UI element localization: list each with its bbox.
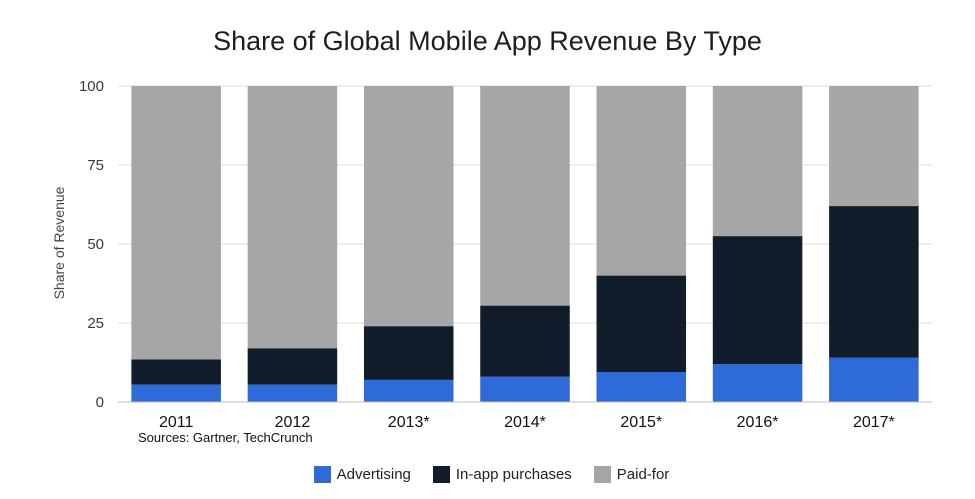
bar-in-app-purchases-2012 (247, 348, 338, 385)
bar-paid-for-2017 (829, 86, 919, 207)
legend-item-in-app-purchases: In-app purchases (432, 466, 572, 483)
x-tick-label: 2017* (853, 414, 895, 431)
x-tick-label: 2015* (620, 414, 662, 431)
legend-swatch (313, 466, 331, 483)
bar-paid-for-2015 (596, 86, 687, 276)
chart-title: Share of Global Mobile App Revenue By Ty… (213, 26, 762, 56)
source-note: Sources: Gartner, TechCrunch (138, 430, 313, 445)
y-tick-label: 100 (79, 78, 104, 95)
y-tick-label: 0 (96, 394, 104, 411)
bar-in-app-purchases-2014 (480, 305, 570, 377)
bar-advertising-2011 (131, 384, 221, 402)
bar-advertising-2016 (712, 364, 803, 402)
legend-item-paid-for: Paid-for (593, 466, 670, 483)
bar-advertising-2012 (247, 384, 338, 402)
bar-in-app-purchases-2017 (829, 206, 919, 358)
bar-paid-for-2012 (247, 86, 338, 349)
legend-label: Paid-for (616, 466, 670, 483)
bar-paid-for-2011 (131, 86, 221, 360)
bar-paid-for-2013 (363, 86, 454, 327)
x-tick-label: 2016* (737, 414, 779, 431)
legend-label: Advertising (336, 466, 411, 483)
y-axis-label: Share of Revenue (51, 186, 67, 299)
bar-advertising-2013 (363, 379, 454, 402)
x-tick-label: 2014* (504, 414, 546, 431)
bar-advertising-2015 (596, 371, 687, 402)
bar-advertising-2017 (829, 357, 919, 402)
y-tick-label: 25 (87, 315, 104, 332)
legend-item-advertising: Advertising (313, 466, 411, 483)
bar-in-app-purchases-2015 (596, 275, 687, 372)
x-tick-label: 2012 (275, 414, 311, 431)
bar-in-app-purchases-2013 (363, 326, 454, 380)
bars (131, 86, 919, 402)
bar-paid-for-2014 (480, 86, 570, 306)
bar-in-app-purchases-2011 (131, 359, 221, 385)
legend-swatch (432, 466, 450, 483)
x-tick-label: 2011 (159, 414, 194, 431)
x-tick-label: 2013* (388, 414, 430, 431)
legend: Advertising In-app purchases Paid-for (0, 466, 975, 483)
legend-label: In-app purchases (455, 466, 572, 483)
bar-advertising-2014 (480, 376, 570, 402)
axes: 0 25 50 75 100 2011 2012 2013* 2014* 2015* 2016* 20… (79, 78, 932, 431)
bar-paid-for-2016 (712, 86, 803, 237)
bar-in-app-purchases-2016 (712, 236, 803, 365)
legend-swatch (593, 466, 611, 483)
y-tick-label: 50 (87, 236, 104, 253)
y-tick-label: 75 (87, 157, 104, 174)
